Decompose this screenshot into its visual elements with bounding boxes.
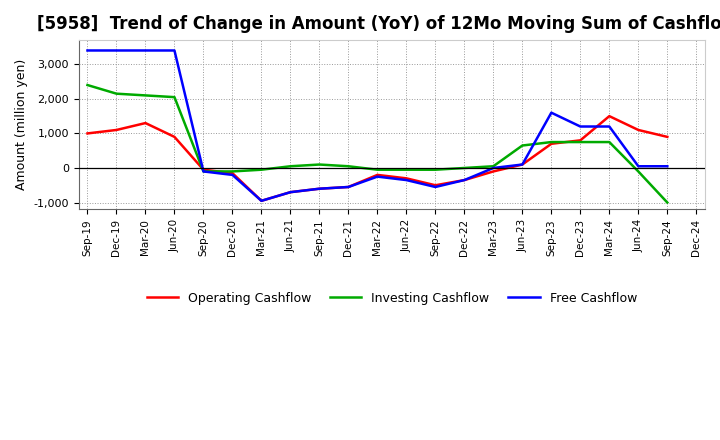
Operating Cashflow (431, 183, 440, 188)
Investing Cashflow (112, 91, 121, 96)
Investing Cashflow (576, 139, 585, 145)
Free Cashflow (112, 48, 121, 53)
Investing Cashflow (344, 164, 353, 169)
Investing Cashflow (141, 93, 150, 98)
Operating Cashflow (257, 198, 266, 203)
Operating Cashflow (518, 162, 526, 167)
Operating Cashflow (199, 167, 208, 172)
Free Cashflow (228, 172, 237, 177)
Investing Cashflow (489, 164, 498, 169)
Operating Cashflow (663, 134, 672, 139)
Free Cashflow (344, 184, 353, 190)
Operating Cashflow (344, 184, 353, 190)
Investing Cashflow (634, 169, 643, 174)
Investing Cashflow (257, 167, 266, 172)
Free Cashflow (83, 48, 91, 53)
Investing Cashflow (83, 82, 91, 88)
Free Cashflow (605, 124, 613, 129)
Investing Cashflow (402, 167, 410, 172)
Free Cashflow (199, 169, 208, 174)
Operating Cashflow (170, 134, 179, 139)
Operating Cashflow (489, 169, 498, 174)
Free Cashflow (576, 124, 585, 129)
Investing Cashflow (315, 162, 324, 167)
Line: Free Cashflow: Free Cashflow (87, 51, 667, 201)
Free Cashflow (663, 164, 672, 169)
Operating Cashflow (402, 176, 410, 181)
Operating Cashflow (315, 186, 324, 191)
Title: [5958]  Trend of Change in Amount (YoY) of 12Mo Moving Sum of Cashflows: [5958] Trend of Change in Amount (YoY) o… (37, 15, 720, 33)
Operating Cashflow (547, 141, 556, 147)
Free Cashflow (518, 162, 526, 167)
Free Cashflow (141, 48, 150, 53)
Investing Cashflow (286, 164, 294, 169)
Investing Cashflow (228, 169, 237, 174)
Investing Cashflow (460, 165, 469, 171)
Investing Cashflow (199, 169, 208, 174)
Operating Cashflow (83, 131, 91, 136)
Free Cashflow (489, 165, 498, 171)
Free Cashflow (634, 164, 643, 169)
Line: Operating Cashflow: Operating Cashflow (87, 116, 667, 201)
Free Cashflow (547, 110, 556, 115)
Operating Cashflow (605, 114, 613, 119)
Free Cashflow (286, 190, 294, 195)
Operating Cashflow (228, 171, 237, 176)
Operating Cashflow (460, 177, 469, 183)
Free Cashflow (402, 177, 410, 183)
Operating Cashflow (141, 121, 150, 126)
Line: Investing Cashflow: Investing Cashflow (87, 85, 667, 202)
Operating Cashflow (112, 127, 121, 132)
Investing Cashflow (518, 143, 526, 148)
Operating Cashflow (576, 138, 585, 143)
Investing Cashflow (663, 200, 672, 205)
Operating Cashflow (634, 127, 643, 132)
Free Cashflow (431, 184, 440, 190)
Investing Cashflow (431, 167, 440, 172)
Free Cashflow (257, 198, 266, 203)
Operating Cashflow (373, 172, 382, 177)
Investing Cashflow (373, 167, 382, 172)
Free Cashflow (315, 186, 324, 191)
Free Cashflow (460, 177, 469, 183)
Investing Cashflow (605, 139, 613, 145)
Legend: Operating Cashflow, Investing Cashflow, Free Cashflow: Operating Cashflow, Investing Cashflow, … (142, 287, 642, 310)
Investing Cashflow (170, 95, 179, 100)
Free Cashflow (170, 48, 179, 53)
Y-axis label: Amount (million yen): Amount (million yen) (15, 59, 28, 191)
Investing Cashflow (547, 139, 556, 145)
Operating Cashflow (286, 190, 294, 195)
Free Cashflow (373, 174, 382, 179)
